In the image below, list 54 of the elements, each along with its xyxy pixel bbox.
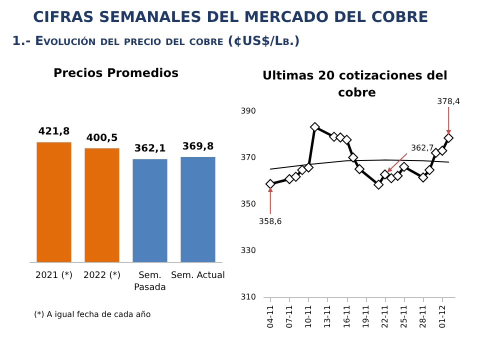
point <box>265 179 276 190</box>
point <box>342 134 352 145</box>
x-tick-label: 19-11 <box>361 305 370 328</box>
point <box>380 169 390 180</box>
x-tick-label: 04-11 <box>266 305 275 328</box>
chart-title: Precios Promedios <box>53 66 179 80</box>
point <box>374 180 384 190</box>
text: CIFRAS SEMANALES DEL MERCADO DEL COBRE <box>33 8 428 26</box>
point <box>310 122 320 132</box>
x-tick-label: 22-11 <box>380 305 390 328</box>
point <box>304 162 314 172</box>
y-tick-label: 370 <box>240 153 256 162</box>
bar <box>132 159 168 262</box>
point <box>418 172 428 182</box>
x-tick-label: Sem. Actual <box>171 271 225 281</box>
x-tick-label: 10-11 <box>304 305 314 328</box>
point <box>399 162 410 172</box>
point <box>335 132 346 143</box>
text: 1.- Evolución del precio del cobre (¢US$/Lb.) <box>12 33 300 48</box>
y-tick-label: 310 <box>240 292 256 302</box>
bar <box>84 148 120 262</box>
point <box>297 165 308 176</box>
x-tick-label: Sem. Pasada <box>134 271 166 293</box>
data-label: 421,8 <box>38 126 70 138</box>
text: (*) A igual fecha de cada año <box>34 310 151 319</box>
x-tick-label: 25-11 <box>400 305 409 328</box>
point <box>348 152 358 162</box>
x-tick-label: 2021 (*) <box>35 271 73 281</box>
point <box>444 132 454 143</box>
point <box>284 174 294 184</box>
point <box>424 165 435 176</box>
point <box>386 173 396 184</box>
x-tick-label: 16-11 <box>342 305 352 328</box>
bar <box>36 142 72 262</box>
y-tick-label: 350 <box>240 200 256 208</box>
point <box>354 164 364 174</box>
annotation: 362,7 <box>410 143 434 152</box>
data-label: 362,1 <box>134 144 166 155</box>
data-label: 400,5 <box>86 132 118 144</box>
data-label: 369,8 <box>182 141 214 152</box>
bar <box>180 156 216 262</box>
x-tick-label: 28-11 <box>418 305 428 328</box>
y-tick-label: 330 <box>240 246 256 255</box>
x-tick-label: 01-12 <box>438 305 447 328</box>
point <box>290 172 301 182</box>
x-tick-label: 13-11 <box>323 305 332 328</box>
annotation: 378,4 <box>437 96 460 106</box>
x-tick-label: 07-11 <box>284 305 294 328</box>
y-tick-label: 390 <box>240 106 256 116</box>
x-tick-label: 2022 (*) <box>83 271 121 281</box>
point <box>392 170 403 181</box>
annotation: 358,6 <box>258 217 282 226</box>
point <box>437 146 448 156</box>
chart-title: Ultimas 20 cotizaciones del cobre <box>262 68 452 100</box>
